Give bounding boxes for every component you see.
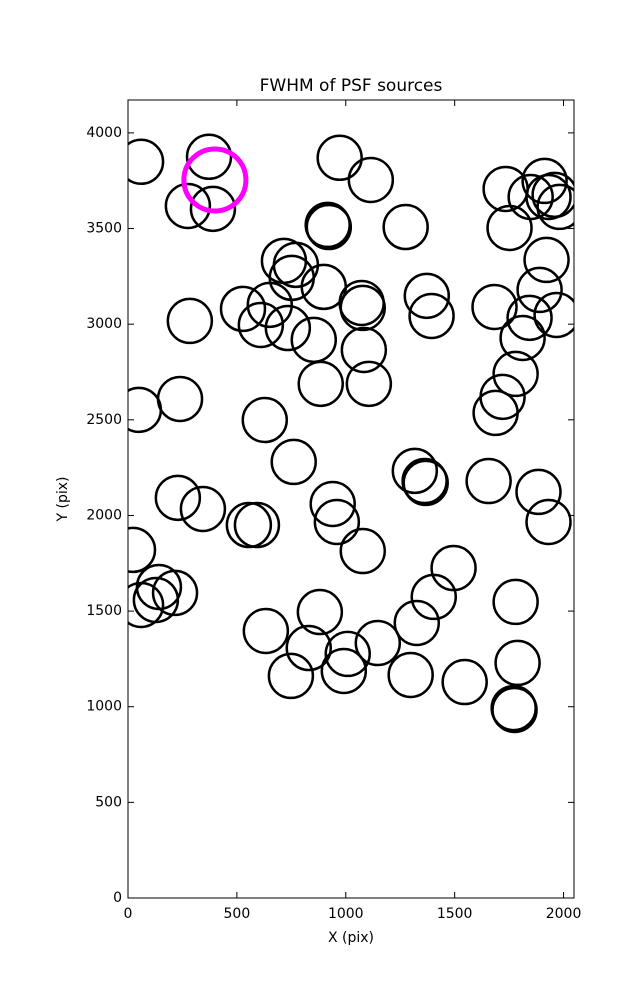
y-tick-label: 2500 xyxy=(86,412,122,428)
source-circle xyxy=(382,203,429,251)
source-circle xyxy=(347,156,395,204)
y-tick-label: 2000 xyxy=(86,507,122,523)
source-circle xyxy=(267,652,315,700)
source-circle xyxy=(241,396,289,444)
source-circle xyxy=(345,360,393,408)
source-circle xyxy=(492,578,539,626)
source-circle xyxy=(393,599,441,647)
plot-area xyxy=(128,133,574,734)
source-circle xyxy=(270,438,317,486)
y-axis-label: Y (pix) xyxy=(55,477,71,523)
source-circle xyxy=(233,501,281,549)
source-circle xyxy=(339,527,387,575)
source-circle xyxy=(156,375,204,423)
x-tick-label: 500 xyxy=(224,906,251,922)
source-circle xyxy=(523,236,570,284)
source-circle xyxy=(521,157,568,205)
y-tick-label: 1000 xyxy=(86,699,122,715)
source-circle xyxy=(154,474,202,522)
source-circle xyxy=(320,647,368,695)
source-circle xyxy=(410,573,458,621)
source-circle xyxy=(536,183,574,231)
source-circle xyxy=(494,639,541,687)
source-circle xyxy=(189,185,237,233)
source-circle xyxy=(166,297,214,345)
source-circle xyxy=(128,526,157,574)
source-circle xyxy=(309,480,356,528)
y-tick-label: 3000 xyxy=(86,316,122,332)
x-tick-label: 1000 xyxy=(328,906,364,922)
source-circle xyxy=(285,624,333,672)
source-circle xyxy=(507,173,554,221)
source-circle xyxy=(264,304,312,352)
source-circle xyxy=(391,447,439,495)
y-tick-label: 4000 xyxy=(86,125,122,141)
source-circle xyxy=(387,651,434,699)
source-circle xyxy=(296,588,344,636)
source-circle xyxy=(181,146,249,214)
source-circle xyxy=(297,360,344,408)
source-circle xyxy=(441,658,488,706)
source-circle xyxy=(225,501,273,549)
source-circle xyxy=(305,203,353,251)
source-circle xyxy=(533,291,574,339)
y-tick-label: 500 xyxy=(95,794,122,810)
y-tick-label: 0 xyxy=(113,890,122,906)
y-tick-label: 1500 xyxy=(86,603,122,619)
source-circle xyxy=(515,468,562,516)
source-circle xyxy=(408,292,455,340)
axes-frame xyxy=(127,99,575,899)
source-circle xyxy=(491,686,538,734)
source-circle xyxy=(242,607,290,655)
x-axis-label: X (pix) xyxy=(328,930,374,946)
chart-title: FWHM of PSF sources xyxy=(260,76,443,96)
source-circle xyxy=(179,485,227,533)
source-circle xyxy=(339,284,387,332)
source-circle xyxy=(151,569,199,617)
source-circle xyxy=(237,301,285,349)
source-circle xyxy=(324,630,371,678)
source-circle xyxy=(402,459,449,507)
source-circle xyxy=(506,294,553,342)
source-circle xyxy=(472,389,519,437)
source-circle xyxy=(516,266,563,314)
source-circle xyxy=(219,285,267,333)
source-circle xyxy=(313,498,361,546)
source-circle xyxy=(164,182,212,230)
source-circle xyxy=(354,619,402,667)
source-circle xyxy=(525,498,572,546)
source-circle xyxy=(531,171,574,219)
source-circle xyxy=(128,138,165,186)
source-circle xyxy=(246,281,294,329)
source-circle xyxy=(471,283,518,331)
source-circle xyxy=(492,350,539,398)
x-tick-label: 1500 xyxy=(437,906,473,922)
source-circle xyxy=(403,272,451,320)
source-circle xyxy=(465,457,512,505)
source-circle xyxy=(499,314,546,362)
source-circle xyxy=(128,581,165,629)
source-circle xyxy=(340,326,388,374)
y-tick-label: 3500 xyxy=(86,221,122,237)
x-tick-label: 2000 xyxy=(546,906,582,922)
source-circle xyxy=(185,133,233,181)
x-tick-label: 0 xyxy=(124,906,133,922)
source-circle xyxy=(316,134,363,182)
